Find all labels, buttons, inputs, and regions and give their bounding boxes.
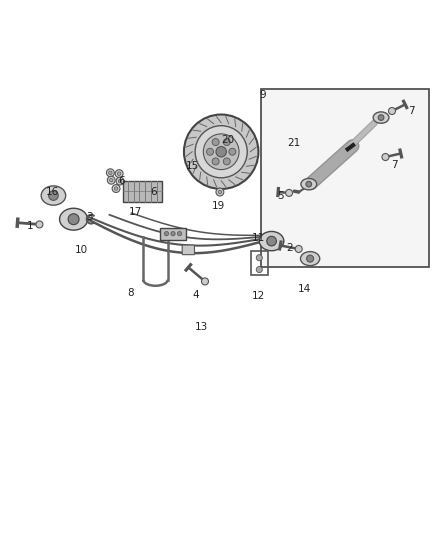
Text: 16: 16 (46, 187, 59, 197)
Circle shape (109, 171, 112, 174)
Ellipse shape (300, 252, 320, 265)
Bar (123, 181, 162, 201)
Circle shape (116, 177, 124, 185)
Circle shape (223, 158, 230, 165)
Circle shape (36, 221, 43, 228)
Text: 17: 17 (129, 207, 142, 217)
Text: 6: 6 (118, 176, 125, 186)
Circle shape (68, 214, 79, 225)
Circle shape (110, 179, 113, 182)
Circle shape (118, 179, 122, 183)
Circle shape (106, 169, 114, 177)
Ellipse shape (60, 208, 88, 230)
Text: 14: 14 (298, 284, 311, 294)
Circle shape (286, 189, 293, 197)
Circle shape (382, 154, 389, 160)
Text: 11: 11 (252, 233, 265, 243)
Text: 1: 1 (26, 221, 33, 231)
Ellipse shape (373, 112, 389, 123)
Ellipse shape (301, 179, 317, 190)
Circle shape (49, 191, 58, 200)
Circle shape (114, 187, 118, 190)
Text: 2: 2 (286, 243, 293, 253)
Circle shape (184, 115, 258, 189)
Bar (160, 228, 186, 240)
FancyBboxPatch shape (182, 245, 194, 255)
Circle shape (307, 255, 314, 262)
Bar (261, 89, 429, 266)
Text: 7: 7 (408, 106, 415, 116)
Circle shape (295, 246, 302, 253)
Circle shape (207, 148, 213, 155)
Circle shape (223, 139, 230, 146)
Text: 4: 4 (193, 290, 200, 300)
Ellipse shape (41, 186, 66, 205)
Circle shape (212, 158, 219, 165)
Text: 15: 15 (186, 161, 199, 171)
Circle shape (267, 236, 276, 246)
Circle shape (229, 148, 236, 155)
Circle shape (164, 231, 169, 236)
Text: 19: 19 (212, 201, 225, 211)
Ellipse shape (259, 231, 284, 251)
Circle shape (117, 172, 121, 175)
Circle shape (216, 147, 226, 157)
Circle shape (216, 188, 224, 196)
Text: 7: 7 (391, 160, 398, 170)
Circle shape (195, 126, 247, 178)
Text: 20: 20 (221, 135, 234, 146)
Text: 8: 8 (127, 288, 134, 298)
Circle shape (218, 190, 222, 194)
Text: 9: 9 (259, 90, 266, 100)
Text: 3: 3 (86, 213, 93, 222)
Text: 12: 12 (252, 291, 265, 301)
Text: 5: 5 (277, 191, 284, 201)
Text: 10: 10 (74, 245, 88, 255)
Text: 21: 21 (288, 138, 301, 148)
Circle shape (256, 266, 262, 273)
Circle shape (201, 278, 208, 285)
Circle shape (378, 115, 384, 120)
Circle shape (212, 139, 219, 146)
Circle shape (177, 231, 182, 236)
Circle shape (203, 134, 239, 169)
Bar (251, 251, 268, 275)
Text: 13: 13 (195, 322, 208, 332)
Circle shape (115, 169, 123, 177)
Circle shape (107, 176, 115, 184)
Circle shape (256, 255, 262, 261)
Circle shape (306, 181, 311, 187)
Text: 6: 6 (150, 187, 157, 197)
Circle shape (389, 108, 396, 115)
Circle shape (112, 184, 120, 192)
Circle shape (171, 231, 175, 236)
